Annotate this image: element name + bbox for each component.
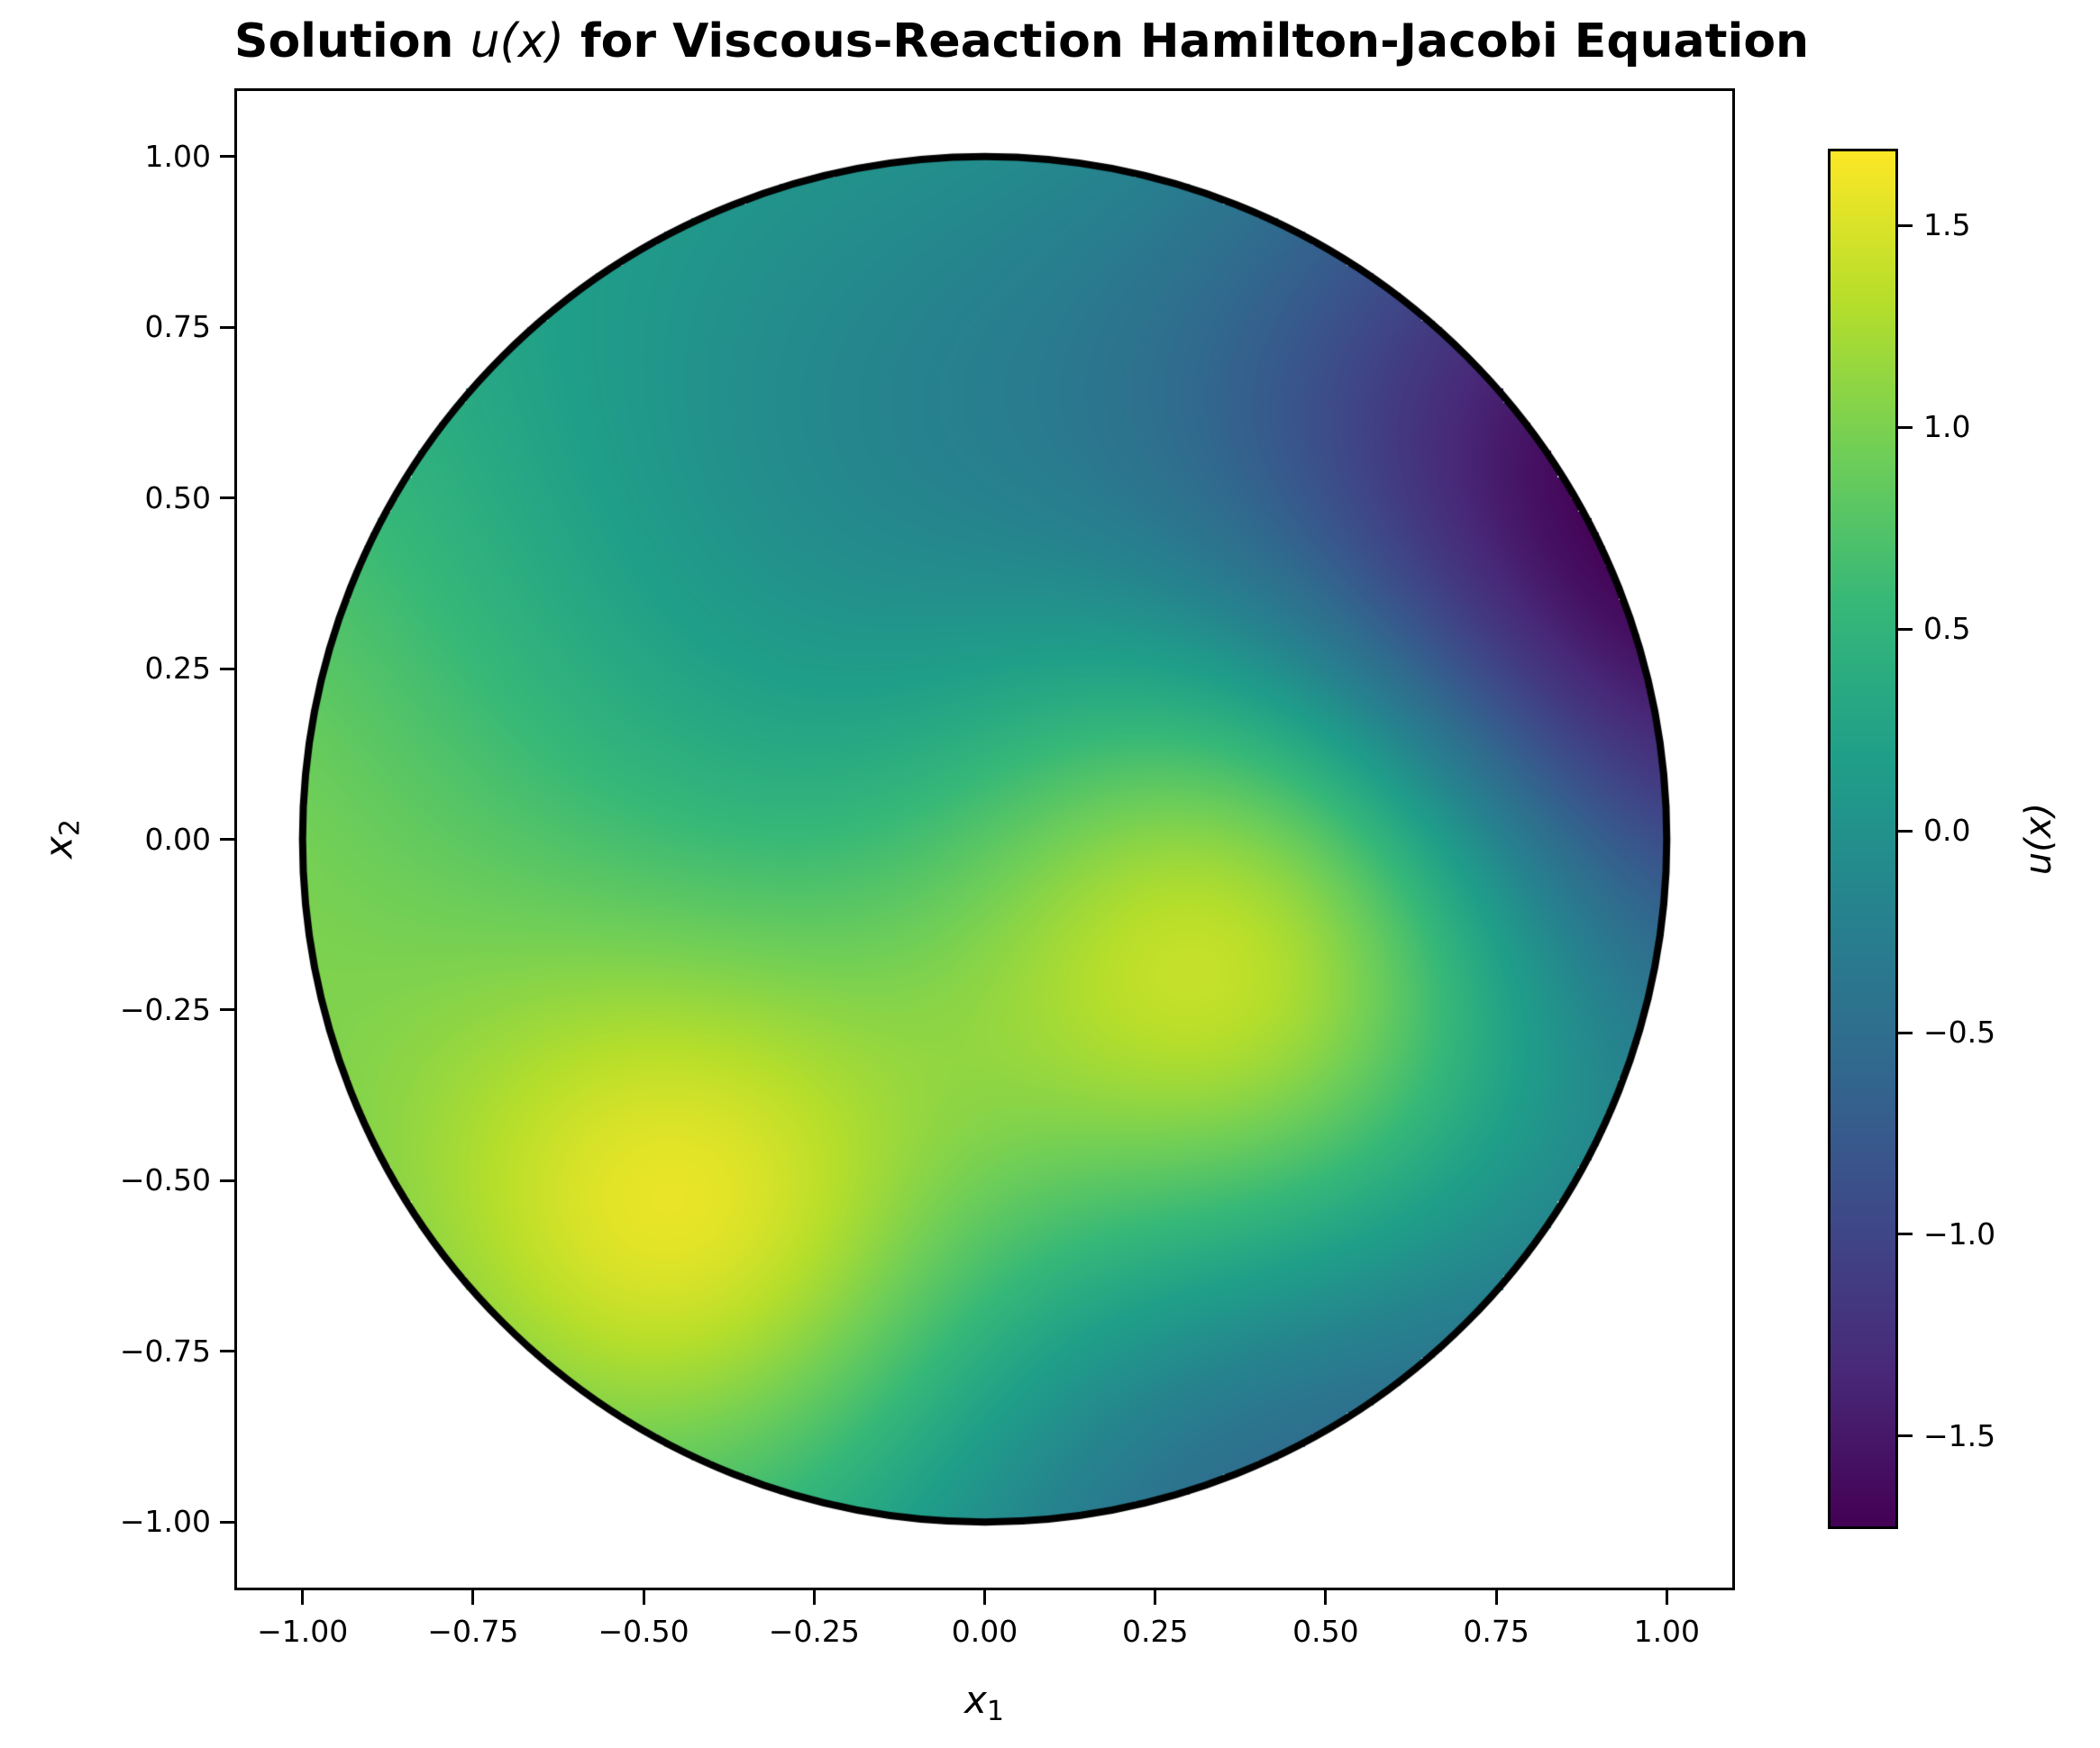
y-tick-label: −0.25 — [119, 991, 211, 1027]
y-tick-mark — [220, 1008, 234, 1012]
y-tick-mark — [220, 325, 234, 329]
x-tick-label: −0.75 — [427, 1614, 519, 1649]
y-tick-mark — [220, 1520, 234, 1524]
colorbar-gradient-canvas — [1831, 151, 1895, 1526]
y-tick-label: 1.00 — [144, 138, 211, 174]
y-tick-mark — [220, 838, 234, 841]
y-tick-label: 0.25 — [144, 651, 211, 687]
colorbar — [1828, 149, 1898, 1529]
colorbar-tick-mark — [1898, 1233, 1913, 1236]
heatmap-canvas — [234, 88, 1735, 1590]
y-tick-label: −0.75 — [119, 1333, 211, 1369]
colorbar-tick-label: 0.5 — [1923, 611, 1971, 647]
colorbar-tick-label: 1.5 — [1923, 207, 1971, 243]
plot-title-prefix: Solution — [234, 14, 470, 68]
colorbar-tick-label: 0.0 — [1923, 813, 1971, 849]
x-tick-label: −1.00 — [257, 1614, 349, 1649]
x-tick-mark — [642, 1590, 645, 1605]
y-tick-mark — [220, 496, 234, 500]
colorbar-tick-mark — [1898, 1031, 1913, 1034]
x-tick-mark — [1494, 1590, 1498, 1605]
plot-title-suffix: for Viscous-Reaction Hamilton-Jacobi Equ… — [563, 14, 1810, 68]
colorbar-tick-mark — [1898, 627, 1913, 631]
y-tick-mark — [220, 1179, 234, 1182]
x-tick-label: 0.50 — [1292, 1614, 1359, 1649]
y-tick-mark — [220, 155, 234, 159]
x-tick-mark — [301, 1590, 305, 1605]
colorbar-tick-label: −1.5 — [1923, 1417, 1996, 1453]
plot-title-math: u(x) — [470, 14, 564, 68]
x-tick-label: 0.75 — [1463, 1614, 1529, 1649]
x-tick-mark — [1665, 1590, 1668, 1605]
x-axis-label: x1 — [964, 1678, 1004, 1727]
colorbar-tick-mark — [1898, 425, 1913, 429]
colorbar-tick-label: −1.0 — [1923, 1215, 1996, 1252]
colorbar-tick-label: 1.0 — [1923, 409, 1971, 445]
x-tick-label: −0.25 — [768, 1614, 860, 1649]
y-tick-mark — [220, 1350, 234, 1353]
plot-title: Solution u(x) for Viscous-Reaction Hamil… — [234, 14, 1809, 68]
colorbar-tick-mark — [1898, 1434, 1913, 1438]
x-tick-mark — [1324, 1590, 1328, 1605]
x-tick-mark — [812, 1590, 816, 1605]
x-tick-label: 1.00 — [1633, 1614, 1701, 1649]
y-tick-mark — [220, 667, 234, 670]
x-tick-label: −0.50 — [598, 1614, 689, 1649]
colorbar-tick-mark — [1898, 829, 1913, 833]
colorbar-label: u(x) — [2018, 802, 2059, 876]
x-tick-mark — [471, 1590, 475, 1605]
y-tick-label: 0.50 — [144, 479, 211, 515]
x-tick-mark — [1154, 1590, 1157, 1605]
colorbar-tick-mark — [1898, 223, 1913, 227]
colorbar-tick-label: −0.5 — [1923, 1015, 1996, 1051]
y-tick-label: 0.75 — [144, 309, 211, 345]
y-axis-label: x2 — [36, 819, 87, 859]
x-tick-label: 0.25 — [1121, 1614, 1189, 1649]
x-tick-label: 0.00 — [951, 1614, 1018, 1649]
y-tick-label: 0.00 — [144, 821, 211, 857]
y-tick-label: −1.00 — [119, 1504, 211, 1540]
y-tick-label: −0.50 — [119, 1162, 211, 1198]
x-tick-mark — [983, 1590, 986, 1605]
